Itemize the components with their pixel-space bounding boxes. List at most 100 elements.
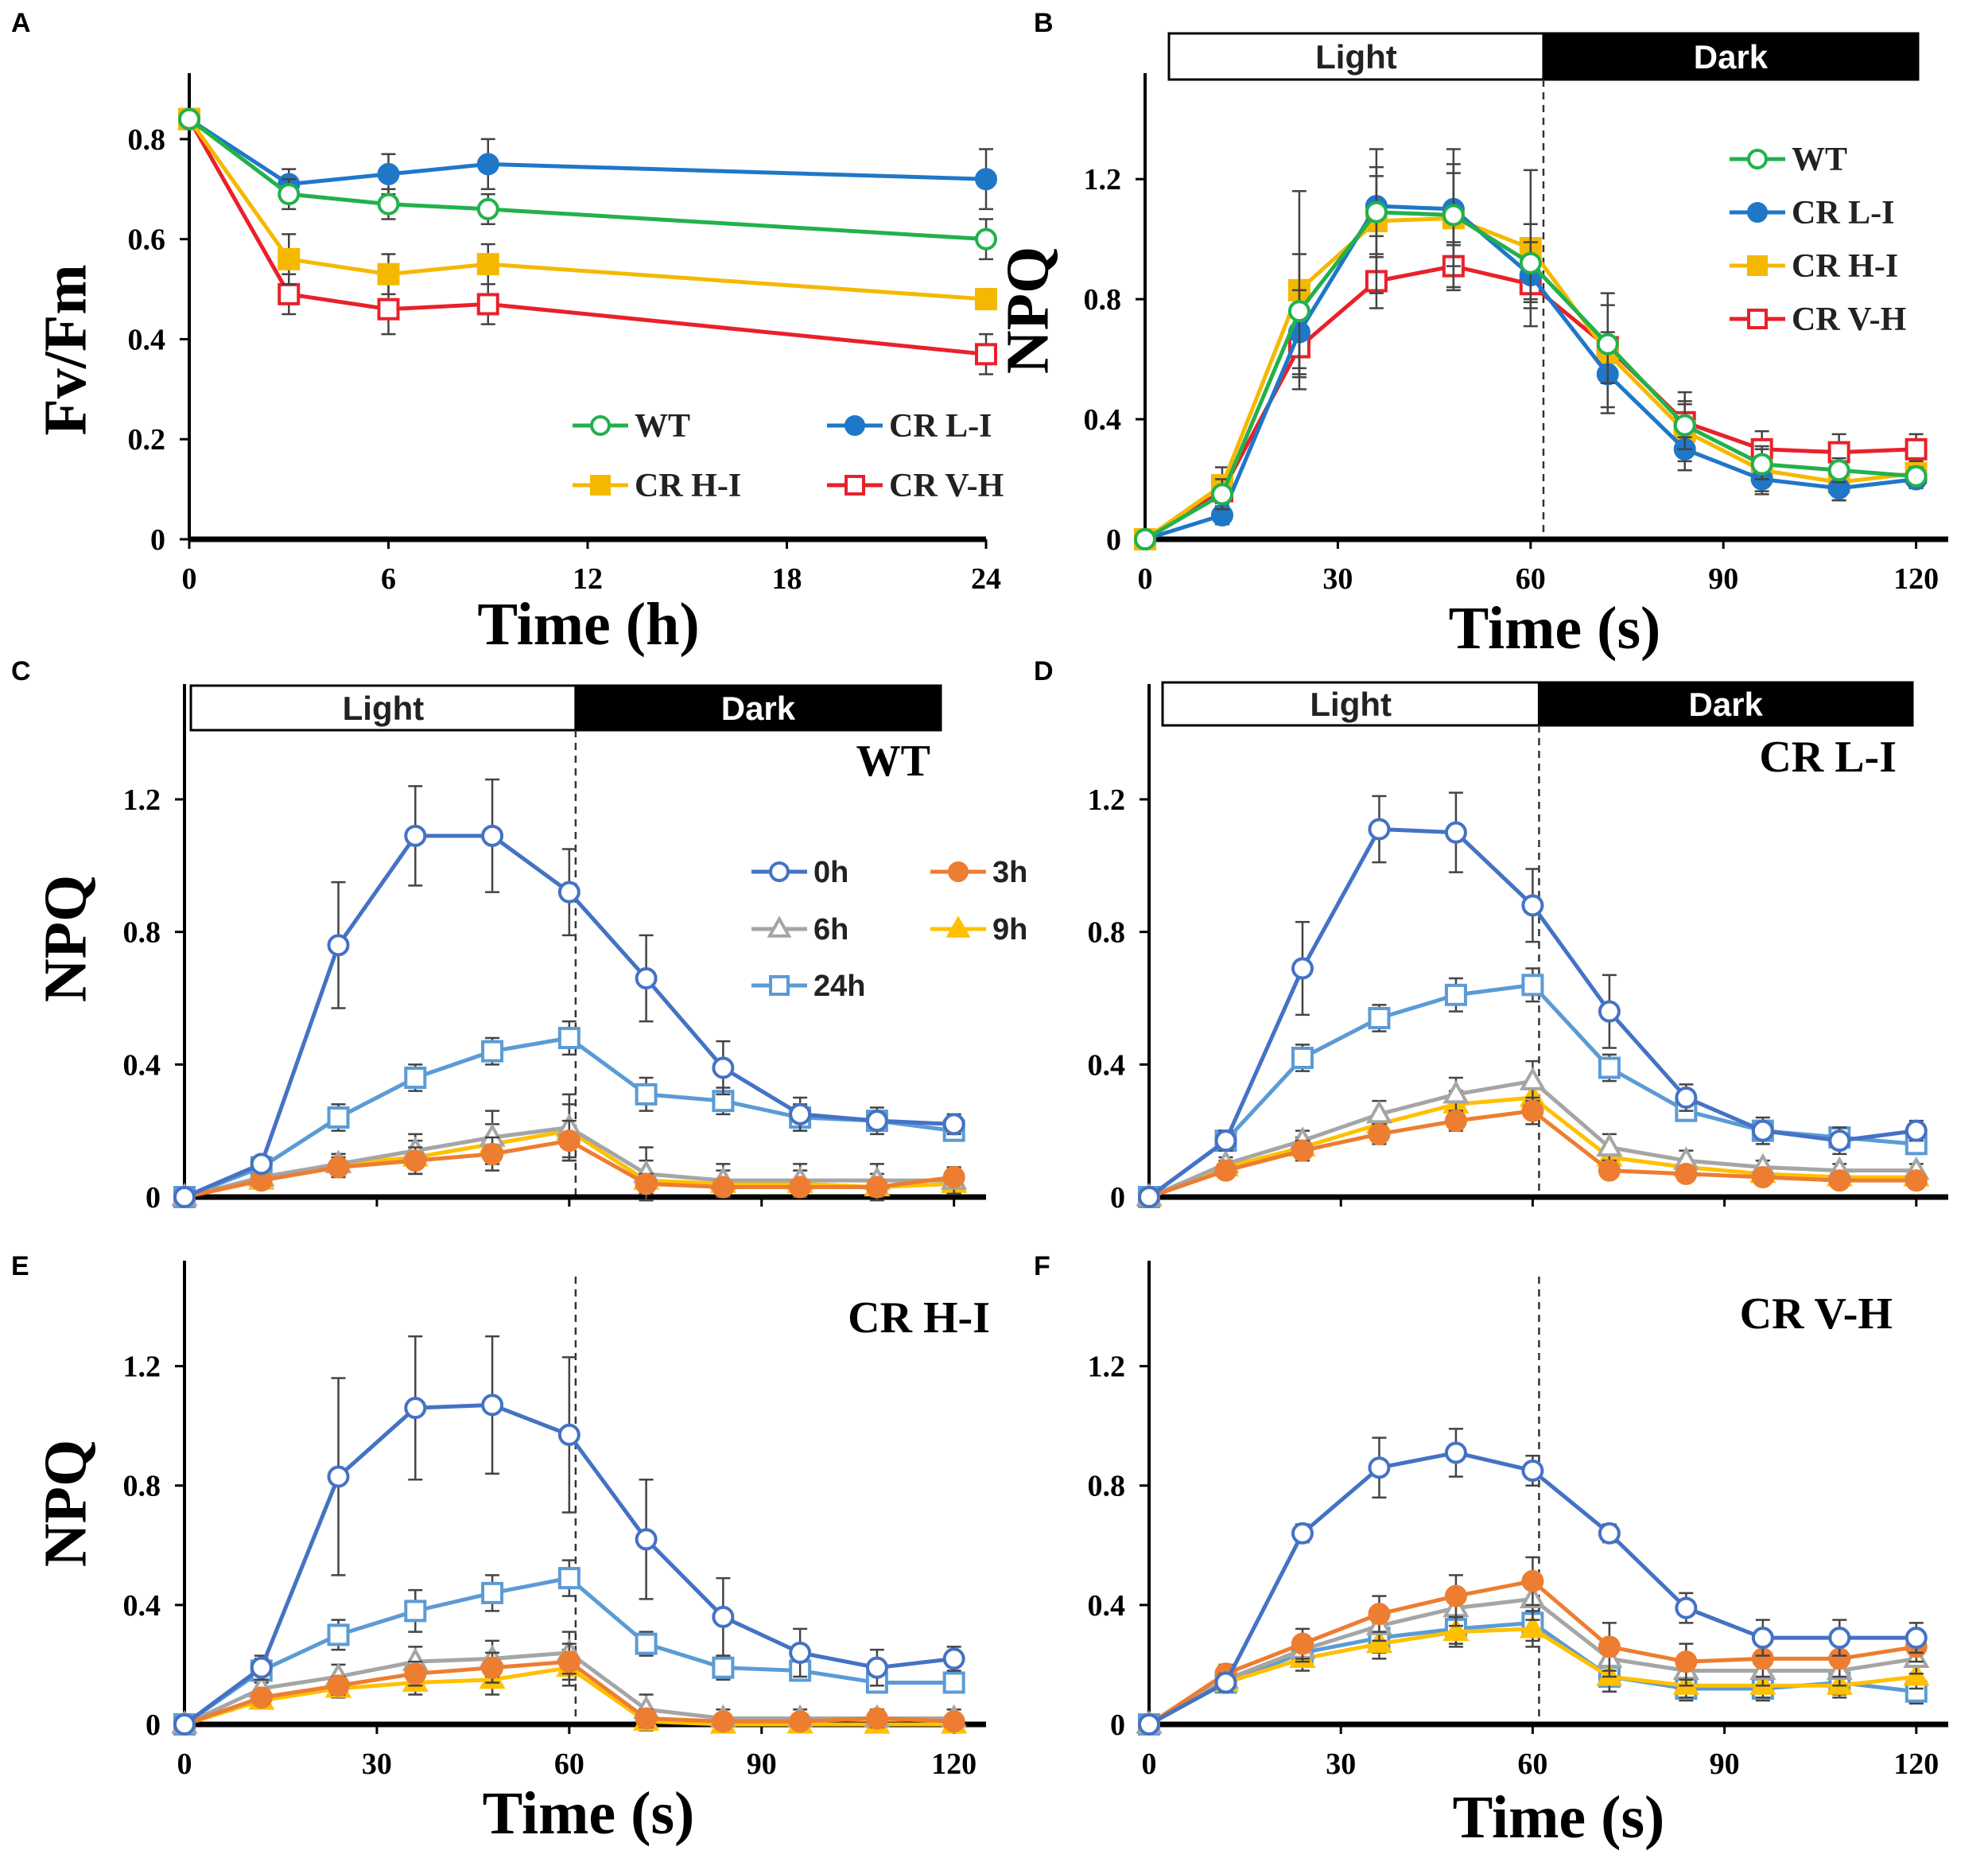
legend-label: 0h — [813, 856, 848, 889]
data-point — [327, 1623, 350, 1646]
data-point — [327, 1156, 350, 1179]
data-point — [1138, 1186, 1160, 1208]
data-point — [250, 1153, 273, 1176]
data-point — [1368, 1456, 1391, 1479]
data-point — [250, 1656, 273, 1679]
data-point — [1214, 1129, 1237, 1153]
legend-label: 9h — [992, 913, 1027, 947]
data-point — [975, 227, 997, 251]
data-point — [1827, 459, 1850, 482]
data-point — [404, 1662, 427, 1685]
panel-title: CR H-I — [848, 1293, 990, 1343]
series-line — [188, 117, 987, 186]
x-tick-label: 0 — [1138, 562, 1153, 596]
data-point — [942, 1113, 965, 1136]
y-tick-label: 0.4 — [123, 1589, 161, 1623]
panel-letter: E — [11, 1251, 29, 1281]
legend-entry: CR H-I — [573, 468, 741, 504]
data-point — [1598, 1522, 1621, 1545]
data-point — [377, 262, 400, 286]
data-point — [1751, 1627, 1774, 1650]
x-tick-label: 60 — [1517, 1747, 1547, 1781]
legend-entry: 9h — [930, 913, 1027, 947]
data-point — [1673, 414, 1696, 437]
data-point — [1365, 1099, 1393, 1124]
data-point — [250, 1686, 273, 1709]
data-point — [278, 183, 301, 206]
data-point — [481, 1040, 504, 1063]
data-point — [1905, 465, 1928, 488]
panel-title: CR V-H — [1740, 1289, 1893, 1339]
light-phase-label: Light — [343, 690, 425, 727]
y-tick-label: 0.4 — [1084, 403, 1122, 437]
y-tick-label: 0 — [146, 1181, 161, 1215]
legend-marker — [769, 861, 790, 882]
x-axis-title: Time (h) — [477, 591, 699, 658]
data-point — [404, 1600, 427, 1623]
data-point — [1903, 1662, 1930, 1686]
data-point — [1210, 483, 1233, 506]
data-point — [1444, 1584, 1467, 1607]
y-tick-label: 0.8 — [1084, 283, 1122, 317]
y-tick-label: 1.2 — [123, 1351, 161, 1384]
y-tick-label: 0.4 — [123, 1048, 161, 1082]
data-point — [789, 1102, 812, 1125]
y-tick-label: 1.2 — [1088, 1351, 1126, 1384]
legend-entry: WT — [573, 408, 690, 445]
data-point — [1519, 1067, 1547, 1090]
data-point — [377, 162, 400, 185]
legend-marker — [590, 475, 611, 496]
data-point — [1368, 818, 1391, 841]
x-tick-label: 0 — [182, 562, 197, 596]
data-point — [481, 824, 504, 847]
data-point — [476, 293, 499, 316]
dark-phase-bar — [1537, 681, 1914, 727]
panel-letter: B — [1034, 8, 1054, 38]
data-point — [865, 1707, 888, 1730]
legend-entry: CR L-I — [827, 408, 992, 445]
data-point — [481, 1142, 504, 1165]
panel-letter: F — [1034, 1251, 1050, 1281]
data-point — [1598, 1635, 1621, 1658]
dark-phase-label: Dark — [721, 690, 796, 727]
legend-label: WT — [1792, 142, 1847, 178]
data-point — [557, 1027, 580, 1049]
legend-entry: CR L-I — [1730, 195, 1895, 231]
data-point — [975, 343, 997, 366]
data-point — [377, 297, 400, 321]
data-point — [557, 1129, 580, 1153]
data-point — [865, 1176, 888, 1199]
data-point — [712, 1710, 735, 1733]
legend-entry: CR V-H — [827, 468, 1004, 504]
data-point — [327, 1465, 350, 1488]
data-point — [476, 197, 499, 220]
x-axis-title: Time (s) — [1453, 1784, 1665, 1851]
y-tick-label: 0.4 — [1088, 1048, 1126, 1082]
legend-marker — [945, 915, 971, 938]
data-point — [476, 153, 499, 176]
data-point — [1905, 1119, 1928, 1142]
data-point — [975, 288, 997, 311]
x-tick-label: 120 — [1893, 562, 1939, 596]
panel-e: E 0 0.4 0.8 1.2 0 30 60 90 120 Time (s) NPQ CR H-I — [11, 1251, 990, 1847]
data-point — [327, 934, 350, 957]
data-point — [481, 1656, 504, 1679]
data-point — [1521, 1099, 1544, 1122]
series-3h — [173, 1119, 965, 1208]
data-point — [327, 1674, 350, 1697]
series-cr-v-h — [178, 107, 997, 375]
data-point — [557, 1423, 580, 1446]
legend-marker — [767, 915, 792, 938]
data-point — [1365, 1629, 1393, 1654]
data-point — [404, 1397, 427, 1420]
legend-entry: 24h — [751, 970, 865, 1003]
data-point — [1521, 1569, 1544, 1592]
series-line — [188, 117, 987, 242]
data-point — [1675, 1162, 1698, 1185]
x-tick-label: 120 — [931, 1747, 977, 1781]
y-axis-title: NPQ — [32, 875, 99, 1002]
legend-marker — [590, 415, 611, 436]
data-point — [1138, 1713, 1160, 1736]
x-tick-label: 60 — [1516, 562, 1546, 596]
data-point — [1291, 957, 1314, 980]
